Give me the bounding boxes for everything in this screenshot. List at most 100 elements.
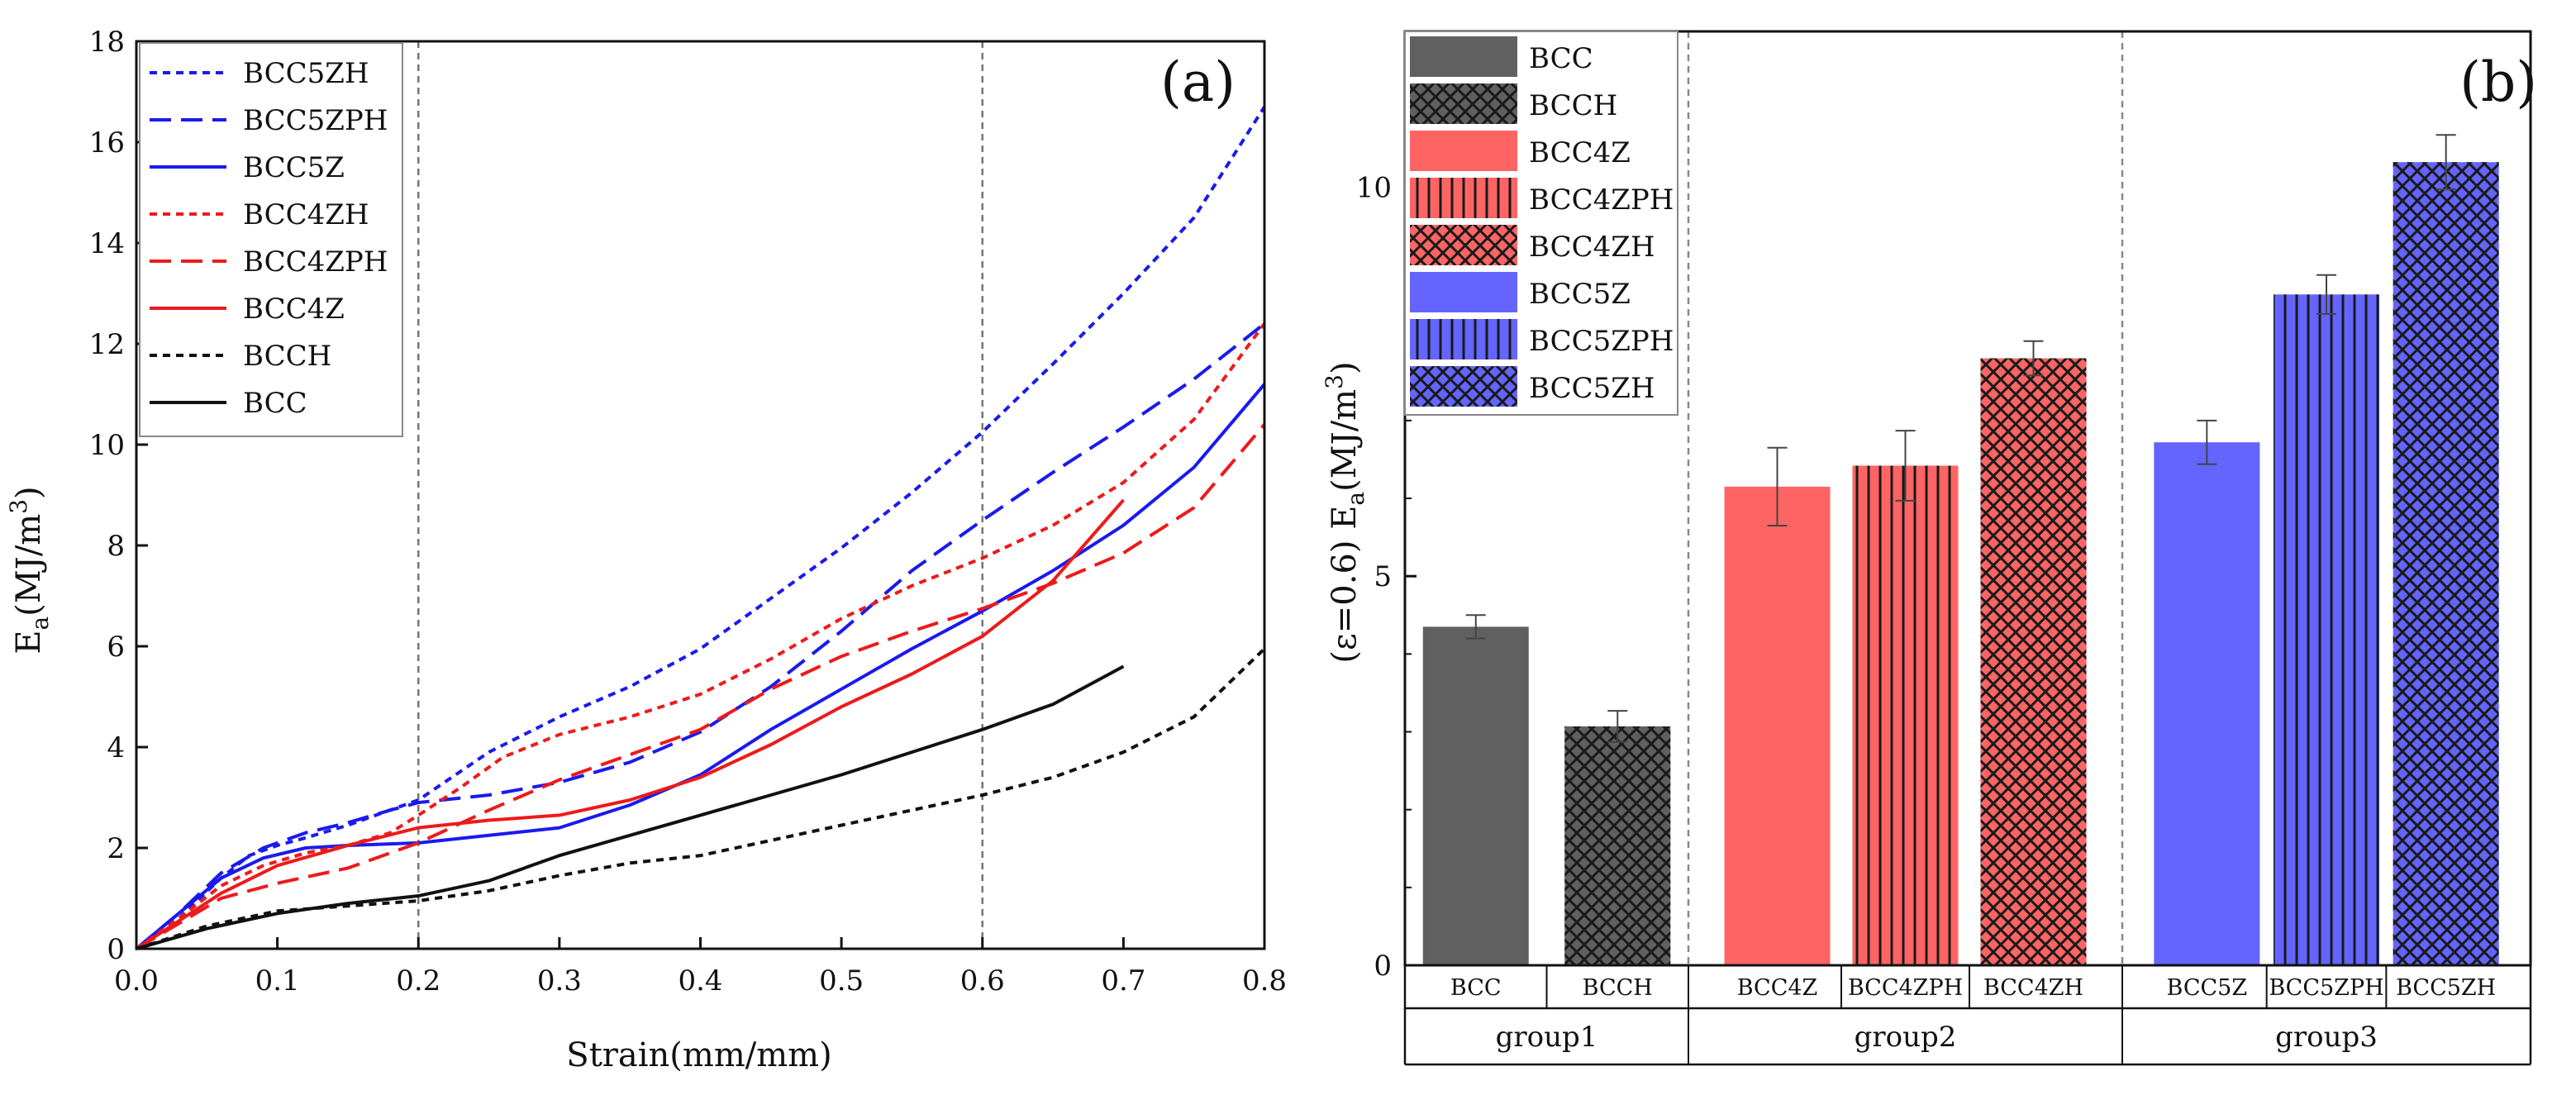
legend-label: BCC5ZH — [243, 57, 369, 90]
bars — [1422, 162, 2499, 965]
category-label: BCC4ZPH — [1848, 975, 1963, 1001]
series-line-bcc4z — [135, 498, 1125, 950]
legend-label: BCC — [243, 387, 307, 420]
y-tick-label: 10 — [89, 429, 125, 462]
y-axis-label-sub: a — [26, 617, 54, 631]
y-tick-label: 2 — [107, 832, 125, 865]
y-tick-label: 10 — [1356, 171, 1392, 204]
legend-label: BCC4ZPH — [243, 245, 388, 279]
y-axis-label-units: (MJ/m — [10, 514, 48, 617]
x-tick-label: 0.5 — [819, 964, 864, 998]
series-line-bcc5z — [135, 383, 1266, 950]
x-tick-label: 0.2 — [396, 964, 440, 998]
legend-label: BCC5ZPH — [1529, 325, 1674, 358]
y-axis-label: Ea(MJ/m3) — [5, 486, 54, 654]
bar-bcc5z — [2154, 442, 2260, 965]
y-axis-label-close: ) — [1326, 361, 1364, 374]
series-line-bcc5zh — [135, 106, 1266, 950]
x-tick-label: 0.7 — [1101, 964, 1145, 998]
reference-lines — [417, 41, 983, 949]
series-line-bcc — [136, 664, 1125, 950]
legend-swatch — [1410, 36, 1517, 77]
x-tick-label: 0.4 — [678, 964, 722, 998]
legend-label: BCC4Z — [1529, 136, 1631, 169]
y-axis-label-sub: a — [1342, 492, 1369, 506]
category-label: BCC — [1450, 975, 1502, 1001]
y-axis-label-close: ) — [10, 486, 48, 499]
y-axis-label-sup: 3 — [1321, 374, 1348, 389]
x-tick-label: 0.8 — [1242, 964, 1287, 998]
legend-swatch — [1410, 131, 1517, 171]
x-tick-label: 0.0 — [114, 964, 159, 998]
legend-label: BCC4Z — [243, 293, 345, 326]
x-tick-label: 0.6 — [960, 964, 1005, 998]
panel-label: (b) — [2459, 50, 2537, 114]
legend: BCC5ZH BCC5ZPH BCC5Z BCC4ZH BCC4ZPH BCC4Z BCCH… — [139, 42, 403, 437]
legend-label: BCC4ZH — [1529, 231, 1655, 264]
legend-swatch-pattern — [1410, 225, 1517, 265]
y-tick-label: 14 — [89, 227, 125, 260]
legend-label: BCC4ZH — [243, 198, 369, 231]
category-label: BCCH — [1583, 975, 1653, 1001]
legend-label: BCC4ZPH — [1529, 183, 1674, 217]
y-tick-label: 18 — [89, 26, 125, 59]
y-tick-label: 4 — [107, 731, 125, 764]
category-label: BCC5ZH — [2396, 975, 2496, 1001]
category-label: BCC5ZPH — [2269, 975, 2383, 1001]
x-axis-label: Strain(mm/mm) — [566, 1036, 831, 1074]
y-axis-label-main: (ε=0.6) E — [1326, 506, 1364, 664]
legend-swatch-pattern — [1410, 83, 1517, 124]
legend-swatch — [1410, 272, 1517, 312]
y-axis-ticks: 0 2 4 6 8 10 12 14 16 18 — [89, 26, 148, 966]
bar-pattern — [2393, 162, 2499, 965]
bar-pattern — [1852, 465, 1959, 965]
bar-pattern — [1980, 358, 2087, 965]
series-lines — [135, 106, 1266, 950]
y-tick-label: 16 — [89, 126, 125, 160]
series-line-bcch — [136, 647, 1266, 950]
y-axis-label-units: (MJ/m — [1326, 389, 1364, 492]
legend-swatch-pattern — [1410, 178, 1517, 218]
panel-label: (a) — [1160, 50, 1236, 114]
legend-box — [139, 42, 403, 437]
legend-label: BCC — [1529, 42, 1593, 75]
group-label: group1 — [1496, 1021, 1598, 1054]
group-dividers — [1687, 31, 2124, 965]
legend-label: BCC5Z — [243, 151, 345, 184]
category-label: BCC4ZH — [1983, 975, 2083, 1001]
group-label: group3 — [2275, 1021, 2378, 1054]
category-label: BCC5Z — [2167, 975, 2248, 1001]
bar-pattern — [1564, 726, 1671, 965]
legend-label: BCCH — [243, 340, 331, 373]
y-tick-label: 5 — [1374, 560, 1392, 593]
category-table: BCC BCCH BCC4Z BCC4ZPH BCC4ZH BCC5Z BCC5ZPH BCC… — [1403, 965, 2532, 1066]
group-label: group2 — [1855, 1021, 1957, 1054]
legend-swatch-pattern — [1410, 319, 1517, 360]
category-label: BCC4Z — [1737, 975, 1818, 1001]
line-chart-panel: 0.0 0.1 0.2 0.3 0.4 0.5 0.6 0.7 0.8 0 2 4 6 8 10 12 14 1… — [5, 26, 1287, 1074]
x-axis-ticks: 0.0 0.1 0.2 0.3 0.4 0.5 0.6 0.7 0.8 — [114, 937, 1287, 998]
bar-pattern — [2274, 294, 2379, 965]
legend-label: BCC5Z — [1529, 278, 1631, 311]
legend: BCC BCCH BCC4Z BCC4ZPH BCC4ZH BCC5Z BCC5ZPH BCC… — [1404, 31, 1678, 416]
bar-bcc — [1422, 626, 1529, 965]
y-axis-label-main: E — [10, 630, 48, 654]
y-axis-label-sup: 3 — [5, 499, 32, 514]
y-tick-label: 12 — [89, 328, 125, 361]
error-bars — [1465, 134, 2456, 743]
legend-label: BCC5ZH — [1529, 372, 1655, 405]
y-tick-label: 0 — [1374, 950, 1392, 983]
series-line-bcc4zph — [135, 423, 1266, 950]
y-axis-label: (ε=0.6) Ea(MJ/m3) — [1321, 361, 1369, 663]
series-line-bcc5zph — [135, 322, 1266, 950]
bar-chart-panel: 0 5 10 BCC BCCH BCC4Z BCC4ZPH BCC4ZH BCC5Z BCC5Z… — [1321, 30, 2537, 1066]
y-tick-label: 6 — [107, 631, 125, 664]
y-tick-label: 0 — [107, 933, 125, 966]
series-line-bcc4zh — [135, 322, 1266, 950]
bar-bcc4z — [1724, 486, 1831, 965]
legend-swatch-pattern — [1410, 366, 1517, 407]
legend-label: BCC5ZPH — [243, 104, 388, 137]
legend-label: BCCH — [1529, 89, 1617, 122]
x-tick-label: 0.1 — [255, 964, 300, 998]
